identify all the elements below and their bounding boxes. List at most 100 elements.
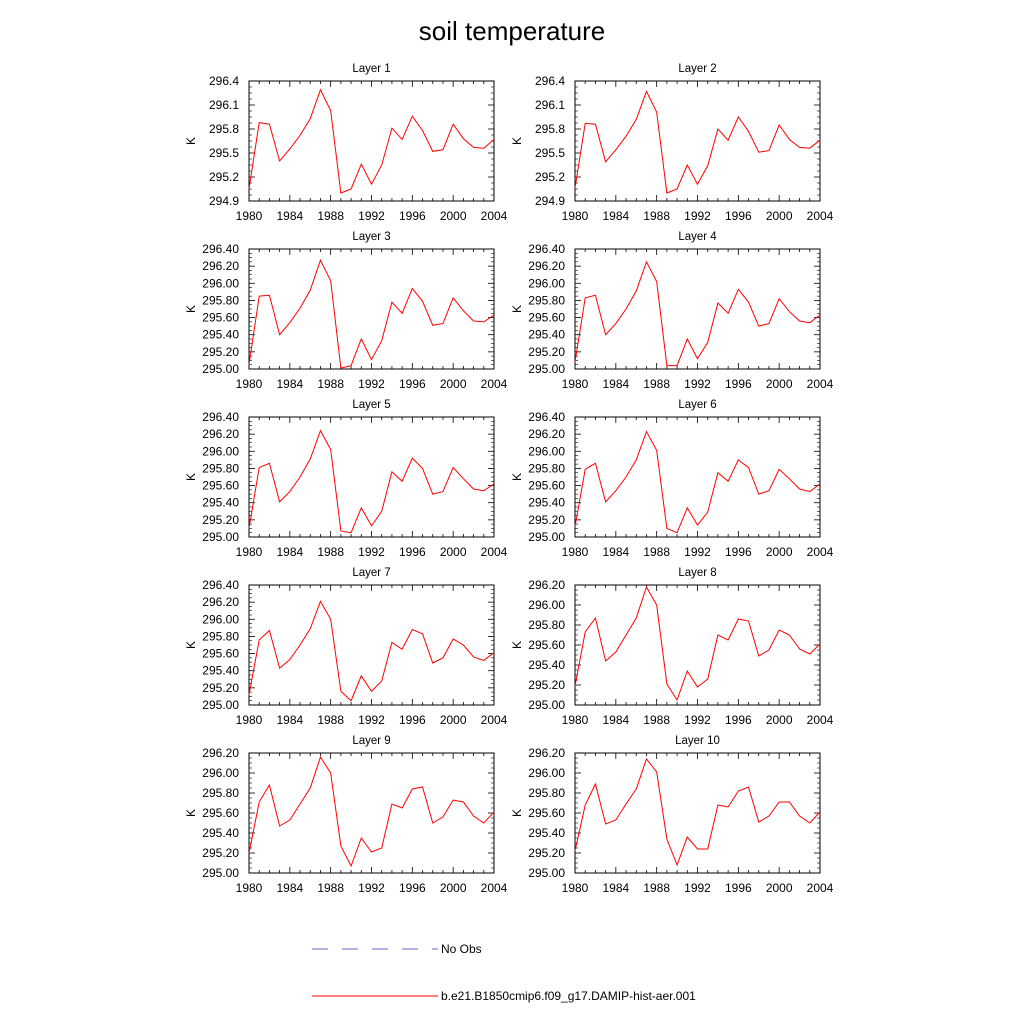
plot-frame — [574, 752, 821, 874]
series-line — [574, 757, 821, 867]
y-axis-label: K — [184, 473, 198, 481]
y-tick-label: 296.40 — [202, 242, 239, 256]
series-line — [574, 90, 821, 194]
y-tick-label: 295.80 — [528, 293, 565, 307]
y-tick-label: 295.60 — [528, 311, 565, 325]
legend: No Obs b.e21.B1850cmip6.f09_g17.DAMIP-hi… — [312, 942, 696, 1003]
y-tick-label: 295.20 — [202, 345, 239, 359]
x-tick-label: 1984 — [276, 377, 303, 391]
panel-title: Layer 5 — [352, 399, 390, 411]
y-tick-label: 296.20 — [202, 746, 239, 760]
y-tick-label: 295.20 — [528, 846, 565, 860]
x-tick-label: 1996 — [725, 377, 752, 391]
y-tick-label: 295.80 — [202, 629, 239, 643]
y-tick-label: 295.00 — [528, 698, 565, 712]
y-tick-label: 295.40 — [202, 664, 239, 678]
panel-layer-5: Layer 5 K 1980 1984 1988 1992 1996 2000 2004 295.… — [184, 399, 508, 559]
y-tick-label: 295.20 — [528, 345, 565, 359]
y-axis-label: K — [184, 305, 198, 313]
series-line — [248, 429, 495, 534]
x-tick-label: 1984 — [276, 713, 303, 727]
y-tick-label: 295.80 — [528, 618, 565, 632]
y-tick-label: 295.20 — [202, 846, 239, 860]
series-line — [248, 258, 495, 369]
x-tick-label: 2004 — [481, 881, 508, 895]
x-tick-label: 1980 — [562, 881, 589, 895]
x-tick-label: 1992 — [684, 713, 711, 727]
x-tick-label: 1988 — [317, 713, 344, 727]
y-tick-label: 295.40 — [528, 826, 565, 840]
y-tick-label: 296.1 — [209, 98, 239, 112]
x-tick-label: 1980 — [236, 881, 263, 895]
y-tick-label: 296.40 — [528, 242, 565, 256]
y-tick-label: 295.60 — [528, 638, 565, 652]
y-axis-label: K — [184, 641, 198, 649]
y-tick-label: 295.40 — [202, 826, 239, 840]
y-tick-label: 295.00 — [202, 866, 239, 880]
y-tick-label: 296.00 — [202, 276, 239, 290]
panels-group: Layer 1 K 1980 1984 1988 1992 1996 2000 2004 294.… — [184, 63, 834, 895]
y-tick-label: 296.20 — [528, 746, 565, 760]
y-tick-label: 296.40 — [202, 578, 239, 592]
x-tick-label: 1992 — [684, 881, 711, 895]
x-tick-label: 1988 — [317, 377, 344, 391]
series-line — [248, 88, 495, 194]
x-tick-label: 1984 — [276, 881, 303, 895]
y-tick-label: 295.00 — [528, 866, 565, 880]
y-tick-label: 295.5 — [535, 146, 565, 160]
y-axis-label: K — [510, 137, 524, 145]
y-tick-label: 295.20 — [202, 681, 239, 695]
x-tick-label: 1984 — [602, 713, 629, 727]
plot-frame — [248, 416, 495, 538]
x-tick-label: 1980 — [562, 209, 589, 223]
y-tick-label: 295.60 — [528, 806, 565, 820]
plot-frame — [248, 752, 495, 874]
y-tick-label: 295.60 — [528, 479, 565, 493]
x-tick-label: 2000 — [440, 377, 467, 391]
panel-layer-1: Layer 1 K 1980 1984 1988 1992 1996 2000 2004 294.… — [184, 63, 508, 223]
x-tick-label: 1984 — [602, 881, 629, 895]
y-tick-label: 296.20 — [528, 578, 565, 592]
panel-title: Layer 4 — [678, 231, 717, 243]
x-tick-label: 1980 — [236, 545, 263, 559]
y-tick-label: 296.4 — [535, 74, 565, 88]
x-tick-label: 1980 — [562, 545, 589, 559]
panel-layer-4: Layer 4 K 1980 1984 1988 1992 1996 2000 2004 295.… — [510, 231, 834, 391]
y-axis-label: K — [510, 809, 524, 817]
y-tick-label: 296.20 — [202, 427, 239, 441]
panel-layer-7: Layer 7 K 1980 1984 1988 1992 1996 2000 2004 295.… — [184, 567, 508, 727]
y-tick-label: 295.40 — [202, 328, 239, 342]
x-tick-label: 1992 — [358, 377, 385, 391]
x-tick-label: 1980 — [236, 377, 263, 391]
y-tick-label: 295.8 — [209, 122, 239, 136]
x-tick-label: 1992 — [684, 545, 711, 559]
panel-title: Layer 1 — [352, 63, 390, 75]
x-tick-label: 1988 — [317, 545, 344, 559]
y-tick-label: 296.1 — [535, 98, 565, 112]
x-tick-label: 1992 — [684, 377, 711, 391]
y-tick-label: 296.00 — [202, 444, 239, 458]
x-tick-label: 1984 — [602, 545, 629, 559]
x-tick-label: 1980 — [236, 209, 263, 223]
plot-frame — [248, 248, 495, 370]
legend-label-model: b.e21.B1850cmip6.f09_g17.DAMIP-hist-aer.… — [441, 989, 696, 1003]
x-tick-label: 2004 — [807, 377, 834, 391]
panel-title: Layer 3 — [352, 231, 390, 243]
x-tick-label: 2000 — [440, 545, 467, 559]
x-tick-label: 1980 — [236, 713, 263, 727]
x-tick-label: 1992 — [684, 209, 711, 223]
y-tick-label: 295.2 — [209, 170, 239, 184]
x-tick-label: 1992 — [358, 881, 385, 895]
y-tick-label: 296.20 — [202, 259, 239, 273]
x-tick-label: 2000 — [766, 377, 793, 391]
x-tick-label: 2000 — [766, 881, 793, 895]
panel-title: Layer 9 — [352, 735, 390, 747]
x-tick-label: 2000 — [440, 881, 467, 895]
x-tick-label: 1988 — [643, 545, 670, 559]
y-axis-label: K — [184, 809, 198, 817]
y-tick-label: 295.60 — [202, 311, 239, 325]
x-tick-label: 1988 — [643, 713, 670, 727]
x-tick-label: 1996 — [399, 881, 426, 895]
x-tick-label: 1996 — [399, 209, 426, 223]
